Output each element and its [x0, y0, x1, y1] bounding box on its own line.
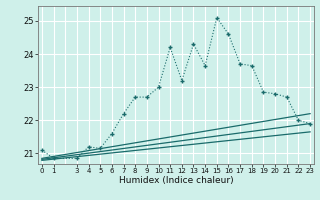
X-axis label: Humidex (Indice chaleur): Humidex (Indice chaleur) — [119, 176, 233, 185]
